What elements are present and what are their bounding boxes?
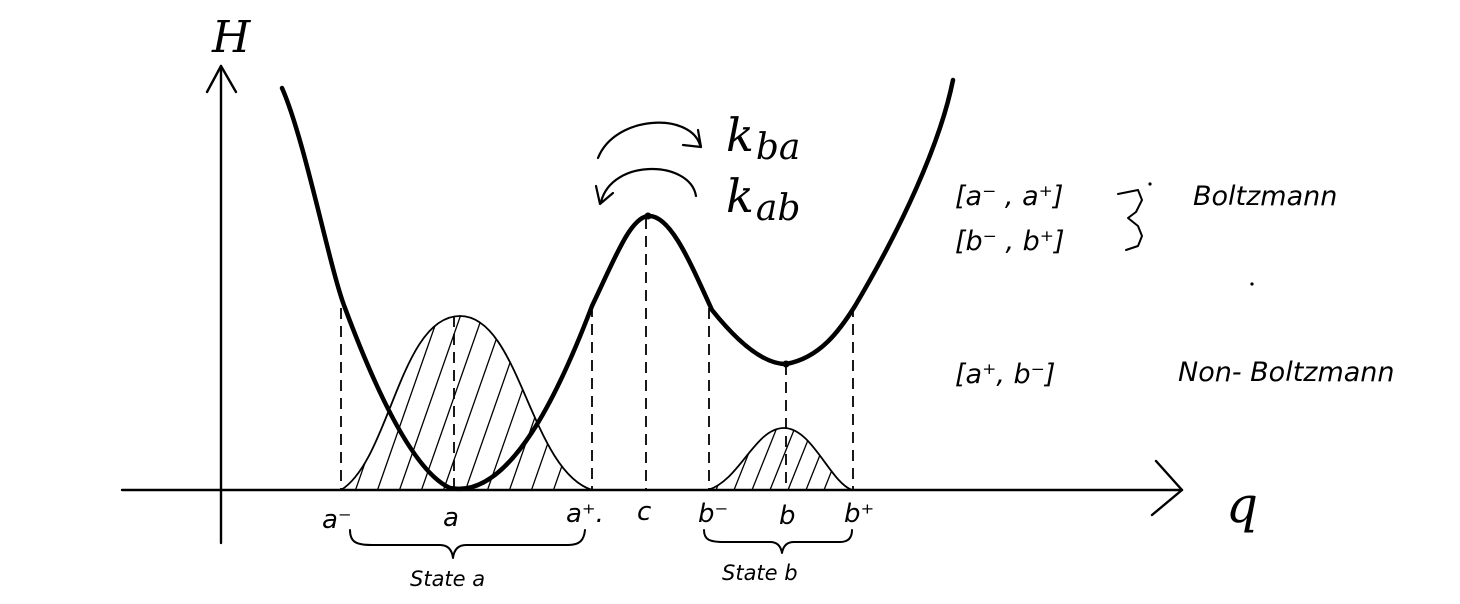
energy-curve — [279, 77, 956, 492]
backward-rate-arrowhead — [594, 184, 615, 206]
boltzmann-note: Boltzmann — [1193, 181, 1337, 212]
label-a: a — [443, 503, 459, 533]
y-axis-label: H — [211, 12, 252, 63]
forward-rate-arrowhead — [681, 128, 703, 149]
distribution-a-curve — [340, 315, 593, 491]
label-b-minus: b⁻ — [698, 499, 728, 529]
state-b-brace — [703, 529, 853, 554]
y-axis-arrowhead — [205, 64, 238, 94]
brace-dot — [1148, 182, 1152, 186]
label-b: b — [779, 501, 796, 531]
label-c: c — [637, 497, 651, 527]
label-a-plus: a⁺. — [566, 499, 604, 529]
backward-rate-arrow — [599, 167, 698, 204]
state-b-label: State b — [722, 561, 798, 585]
stray-dot — [1250, 282, 1254, 286]
x-axis-arrowhead — [1150, 459, 1184, 517]
minimum-b-dot — [782, 360, 790, 368]
rate-k-ba: kba — [726, 108, 800, 168]
interval-grouping-brace — [1117, 189, 1143, 251]
interval-b-note: [b⁻ , b⁺] — [955, 226, 1065, 257]
saddle-point-dot — [644, 212, 652, 220]
label-a-minus: a⁻ — [322, 505, 352, 535]
state-a-label: State a — [410, 567, 485, 591]
label-b-plus: b⁺ — [844, 499, 874, 529]
non-boltzmann-note: Non- Boltzmann — [1178, 357, 1395, 388]
rate-k-ab: kab — [726, 169, 800, 229]
interval-ab-note: [a⁺, b⁻] — [955, 359, 1055, 390]
state-a-brace — [349, 529, 586, 559]
interval-a-note: [a⁻ , a⁺] — [955, 181, 1063, 212]
forward-rate-arrow — [596, 121, 702, 160]
x-axis-label: q — [1226, 476, 1258, 534]
distribution-a-hatching — [341, 316, 592, 490]
distribution-b-curve — [707, 427, 853, 491]
distribution-b-hatching — [711, 428, 852, 490]
